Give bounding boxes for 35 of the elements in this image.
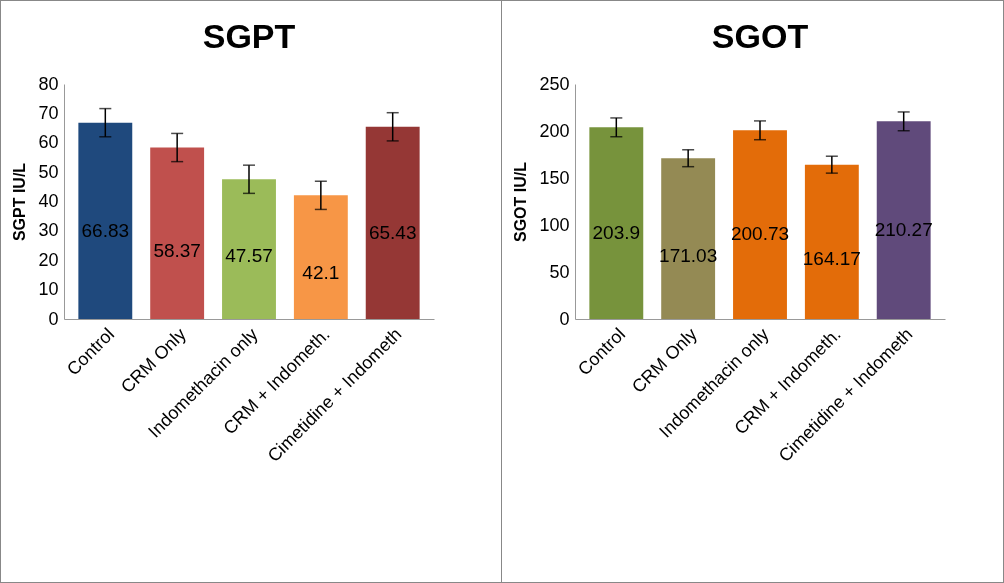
y-tick-label: 0 (48, 308, 59, 329)
data-label: 66.83 (81, 219, 130, 241)
bar (78, 122, 133, 319)
bar (733, 130, 787, 319)
y-tick-label: 50 (38, 161, 59, 182)
y-tick-label: 250 (539, 73, 570, 94)
y-tick-label: 150 (539, 167, 570, 188)
y-tick-label: 50 (549, 261, 570, 282)
y-tick-label: 200 (539, 120, 570, 141)
chart-title: SGOT (711, 17, 809, 55)
bar (876, 121, 931, 319)
y-tick-label: 40 (38, 191, 59, 211)
y-tick-label: 60 (38, 132, 59, 153)
bar (150, 147, 205, 319)
y-tick-label: 70 (38, 102, 59, 123)
bar (661, 158, 716, 319)
bar (804, 164, 859, 319)
chart-title: SGPT (202, 17, 296, 55)
y-tick-label: 30 (38, 220, 59, 241)
bar (365, 126, 420, 319)
data-label: 58.37 (153, 240, 201, 262)
y-tick-label: 80 (38, 73, 59, 94)
y-axis-title: SGPT IU/L (11, 162, 29, 242)
data-label: 65.43 (368, 221, 417, 243)
bar (589, 127, 644, 319)
bar (293, 195, 348, 319)
y-tick-label: 10 (38, 279, 59, 300)
y-tick-label: 0 (559, 308, 570, 329)
data-label: 47.57 (225, 245, 273, 267)
data-label: 42.1 (302, 261, 340, 283)
y-tick-label: 20 (38, 249, 59, 270)
data-label: 203.9 (592, 221, 641, 243)
bar (222, 179, 276, 319)
y-tick-label: 100 (539, 214, 570, 235)
y-axis-title: SGOT IU/L (512, 161, 530, 242)
